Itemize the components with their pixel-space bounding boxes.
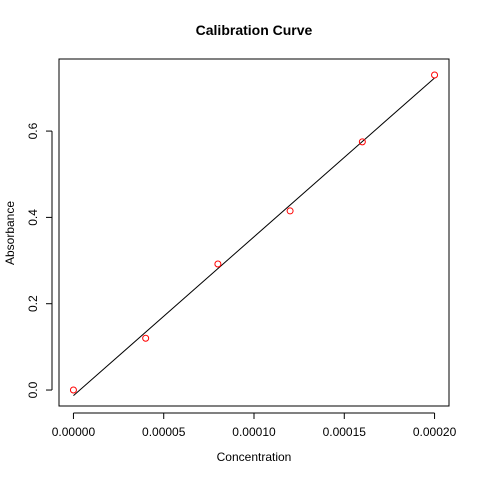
x-tick-label: 0.00015 — [323, 425, 367, 439]
y-tick-label: 0.6 — [26, 122, 40, 139]
data-point — [69, 386, 77, 394]
x-tick-label: 0.00005 — [142, 425, 186, 439]
plot-frame — [58, 58, 450, 407]
x-tick-label: 0.00010 — [232, 425, 276, 439]
y-tick-label: 0.4 — [26, 209, 40, 226]
y-axis-label: Absorbance — [3, 201, 17, 265]
data-point — [142, 334, 150, 342]
fit-line — [73, 77, 435, 397]
y-tick-label: 0.0 — [26, 381, 40, 398]
data-point — [431, 71, 439, 79]
y-axis: 0.0 0.2 0.4 0.6 — [26, 122, 53, 398]
data-point — [358, 138, 366, 146]
x-axis: 0.00000 0.00005 0.00010 0.00015 0.00020 — [52, 412, 457, 439]
chart-title: Calibration Curve — [196, 22, 313, 38]
x-axis-label: Concentration — [217, 450, 292, 464]
data-point — [286, 207, 294, 215]
x-tick-label: 0.00000 — [52, 425, 96, 439]
fit-line-layer — [73, 77, 435, 397]
y-tick-label: 0.2 — [26, 295, 40, 312]
data-points-layer — [69, 71, 439, 394]
data-point — [214, 260, 222, 268]
x-tick-label: 0.00020 — [413, 425, 457, 439]
